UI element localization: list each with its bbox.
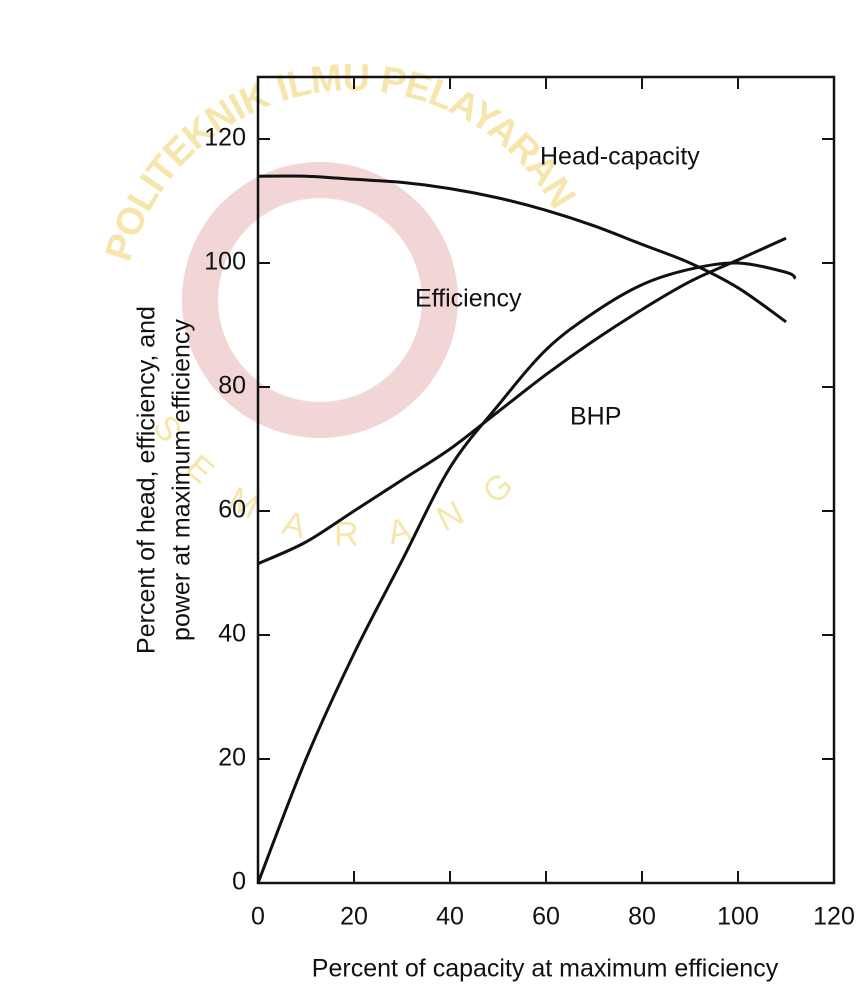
y-tick-label: 100	[204, 248, 246, 276]
x-tick-label: 60	[532, 903, 560, 931]
series-label: BHP	[570, 403, 621, 431]
series-label: Head-capacity	[540, 143, 700, 171]
chart: POLITEKNIK ILMU PELAYARAN SEMARANG Perce…	[0, 0, 867, 993]
x-axis-label: Percent of capacity at maximum efficienc…	[312, 955, 779, 983]
y-tick-label: 40	[218, 620, 246, 648]
series-label: Efficiency	[415, 285, 522, 313]
x-tick-label: 20	[340, 903, 368, 931]
y-tick-label: 60	[218, 496, 246, 524]
x-tick-label: 120	[813, 903, 855, 931]
y-axis-label: Percent of head, efficiency, and	[133, 306, 161, 654]
y-tick-label: 0	[232, 868, 246, 896]
watermark-top: POLITEKNIK ILMU PELAYARAN	[98, 57, 583, 266]
x-tick-label: 0	[251, 903, 265, 931]
x-tick-label: 80	[628, 903, 656, 931]
x-tick-label: 40	[436, 903, 464, 931]
y-tick-label: 120	[204, 124, 246, 152]
line	[258, 263, 796, 883]
y-tick-label: 20	[218, 744, 246, 772]
watermark-text: POLITEKNIK ILMU PELAYARAN	[98, 57, 583, 266]
y-axis-label: power at maximum efficiency	[168, 319, 196, 641]
x-tick-label: 100	[717, 903, 759, 931]
y-tick-label: 80	[218, 372, 246, 400]
